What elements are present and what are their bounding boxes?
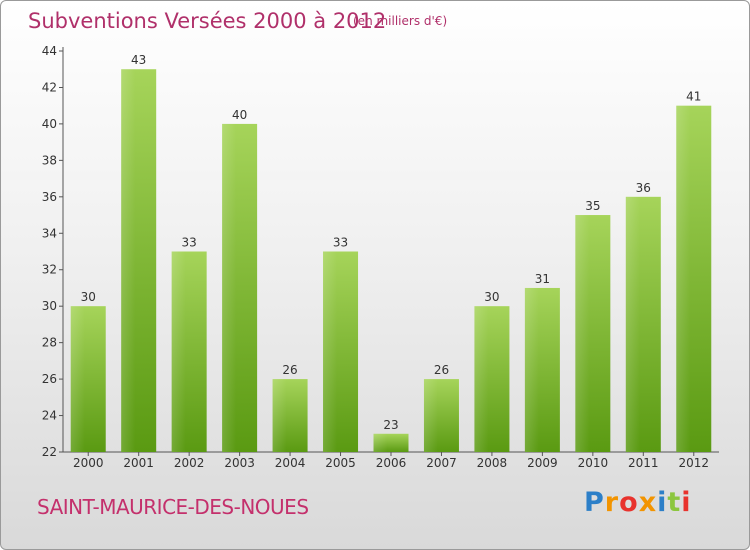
y-tick-label: 36 xyxy=(42,190,57,204)
x-tick-label-2003: 2003 xyxy=(224,456,255,470)
y-tick-label: 34 xyxy=(42,226,57,240)
bar-shine-2004 xyxy=(272,379,287,452)
y-tick-label: 32 xyxy=(42,263,57,277)
y-tick-label: 42 xyxy=(42,80,57,94)
x-tick-label-2000: 2000 xyxy=(73,456,104,470)
x-tick-label-2009: 2009 xyxy=(527,456,558,470)
x-tick-label-2005: 2005 xyxy=(325,456,356,470)
bar-shine-2007 xyxy=(423,379,438,452)
bar-shine-2002 xyxy=(171,251,186,452)
logo-letter: P xyxy=(584,487,605,518)
bar-shine-2011 xyxy=(625,196,640,452)
bar-shine-2009 xyxy=(524,287,539,452)
bar-shine-2003 xyxy=(222,123,237,452)
logo-letter: x xyxy=(638,487,658,518)
data-label-2005: 33 xyxy=(333,236,348,250)
y-tick-label: 44 xyxy=(42,44,57,58)
x-tick-label-2006: 2006 xyxy=(376,456,407,470)
y-tick-label: 26 xyxy=(42,372,57,386)
y-tick-label: 40 xyxy=(42,117,57,131)
bar-shine-2008 xyxy=(474,306,489,452)
data-label-2001: 43 xyxy=(131,53,146,67)
x-tick-label-2001: 2001 xyxy=(123,456,154,470)
data-label-2002: 33 xyxy=(182,236,197,250)
data-label-2011: 36 xyxy=(636,181,651,195)
bar-shine-2001 xyxy=(121,69,136,453)
bar-shine-2010 xyxy=(575,215,590,452)
town-name: SAINT-MAURICE-DES-NOUES xyxy=(37,495,309,519)
chart-subtitle: (en milliers d'€) xyxy=(353,14,448,28)
logo-letter: t xyxy=(667,487,682,518)
y-tick-label: 22 xyxy=(42,445,57,459)
x-tick-label-2012: 2012 xyxy=(678,456,709,470)
x-tick-label-2007: 2007 xyxy=(426,456,457,470)
chart-labels: 30 2000 43 2001 33 2002 40 2003 26 2004 33 2005 23 20… xyxy=(73,53,709,470)
logo-letter: r xyxy=(604,487,620,518)
logo-letter: i xyxy=(681,487,692,518)
data-label-2003: 40 xyxy=(232,108,247,122)
logo-letter: i xyxy=(657,487,668,518)
bar-shine-2006 xyxy=(373,433,388,452)
y-tick-label: 30 xyxy=(42,299,57,313)
data-label-2000: 30 xyxy=(81,290,96,304)
data-label-2007: 26 xyxy=(434,363,449,377)
chart-axes: 22 24 26 28 30 32 34 36 38 40 42 44 xyxy=(42,44,719,459)
chart-bars xyxy=(70,69,712,453)
x-tick-label-2011: 2011 xyxy=(628,456,659,470)
x-tick-label-2002: 2002 xyxy=(174,456,205,470)
logo-letter: o xyxy=(619,487,639,518)
data-label-2004: 26 xyxy=(282,363,297,377)
bar-shine-2000 xyxy=(70,306,85,452)
data-label-2010: 35 xyxy=(585,199,600,213)
y-tick-label: 24 xyxy=(42,409,57,423)
bar-shine-2012 xyxy=(676,105,691,452)
data-label-2009: 31 xyxy=(535,272,550,286)
chart-title: Subventions Versées 2000 à 2012 xyxy=(28,9,387,33)
x-tick-label-2008: 2008 xyxy=(477,456,508,470)
y-tick-label: 38 xyxy=(42,153,57,167)
x-tick-label-2010: 2010 xyxy=(578,456,609,470)
data-label-2008: 30 xyxy=(484,290,499,304)
data-label-2012: 41 xyxy=(686,90,701,104)
proxiti-logo[interactable]: Proxiti xyxy=(584,487,692,518)
y-tick-label: 28 xyxy=(42,336,57,350)
data-label-2006: 23 xyxy=(383,418,398,432)
bar-shine-2005 xyxy=(323,251,338,452)
x-tick-label-2004: 2004 xyxy=(275,456,306,470)
